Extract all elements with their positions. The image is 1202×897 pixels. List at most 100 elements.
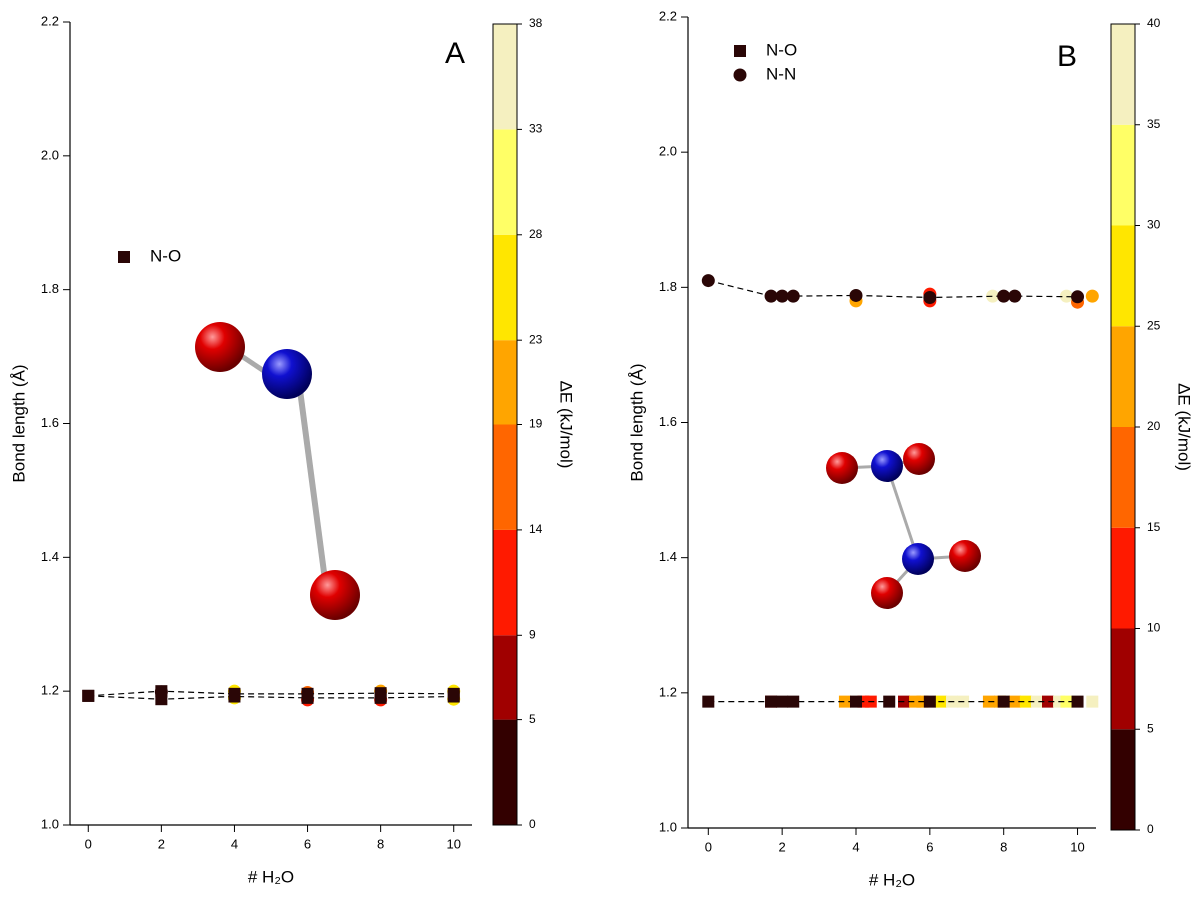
colorbar-tick-label: 0	[529, 817, 536, 831]
y-tick-label: 1.6	[41, 415, 59, 430]
marker	[765, 695, 778, 708]
legend-marker	[118, 251, 130, 263]
marker	[155, 693, 168, 706]
series-line	[708, 279, 1078, 299]
colorbar-tick-label: 30	[1147, 218, 1161, 232]
x-tick-label: 8	[1000, 839, 1007, 854]
colorbar-band	[1111, 225, 1135, 327]
y-tick-label: 1.2	[659, 684, 677, 699]
marker	[701, 274, 715, 288]
marker	[1008, 289, 1022, 303]
marker	[849, 288, 863, 302]
panel-label: A	[445, 37, 465, 70]
x-axis-title: # H₂O	[869, 870, 915, 889]
x-tick-label: 0	[705, 839, 712, 854]
colorbar-band	[1111, 729, 1135, 830]
y-tick-label: 1.4	[41, 549, 59, 564]
legend-label: N-O	[766, 40, 797, 59]
x-tick-label: 8	[377, 836, 384, 851]
marker	[923, 695, 936, 708]
colorbar-band	[493, 340, 517, 425]
marker	[775, 289, 789, 303]
colorbar-band	[493, 424, 517, 530]
panel-label: B	[1057, 40, 1077, 73]
colorbar-band	[493, 719, 517, 825]
colorbar-band	[1111, 124, 1135, 226]
marker	[1008, 695, 1021, 708]
colorbar-band	[1111, 427, 1135, 528]
colorbar-tick-label: 9	[529, 627, 536, 641]
marker	[838, 695, 851, 708]
colorbar-tick-label: 15	[1147, 520, 1161, 534]
y-tick-label: 1.6	[659, 414, 677, 429]
colorbar-tick-label: 40	[1147, 16, 1161, 30]
marker	[301, 691, 314, 704]
colorbar-band	[493, 529, 517, 636]
marker	[702, 695, 715, 708]
colorbar-title: ΔE (kJ/mol)	[1175, 383, 1194, 471]
marker	[1086, 695, 1099, 708]
x-axis-title: # H₂O	[248, 867, 294, 886]
marker	[786, 289, 800, 303]
y-tick-label: 2.2	[659, 8, 677, 23]
y-tick-label: 1.0	[659, 819, 677, 834]
colorbar-tick-label: 14	[529, 522, 543, 536]
legend-label: N-O	[150, 246, 181, 265]
colorbar-tick-label: 25	[1147, 318, 1161, 332]
colorbar-band	[1111, 326, 1135, 427]
colorbar-tick-label: 20	[1147, 419, 1161, 433]
legend-marker	[734, 45, 746, 57]
colorbar-band	[1111, 527, 1135, 629]
y-tick-label: 1.4	[659, 549, 677, 564]
marker	[764, 289, 778, 303]
marker	[997, 695, 1010, 708]
marker	[1019, 695, 1032, 708]
y-tick-label: 1.8	[659, 279, 677, 294]
y-axis-title: Bond length (Å)	[627, 363, 646, 481]
marker	[1085, 289, 1099, 303]
marker	[776, 695, 789, 708]
colorbar-tick-label: 33	[529, 122, 543, 136]
marker	[82, 689, 95, 702]
colorbar-band	[493, 635, 517, 720]
legend-marker	[733, 68, 747, 82]
marker	[1071, 290, 1085, 304]
x-tick-label: 4	[231, 836, 238, 851]
marker	[228, 690, 241, 703]
y-tick-label: 2.0	[41, 147, 59, 162]
y-tick-label: 1.0	[41, 816, 59, 831]
colorbar-band	[1111, 24, 1135, 125]
colorbar-tick-label: 5	[1147, 721, 1154, 735]
colorbar-tick-label: 10	[1147, 621, 1161, 635]
series-line	[88, 690, 454, 700]
colorbar-band	[493, 129, 517, 235]
marker	[850, 695, 862, 708]
colorbar-band	[493, 234, 517, 341]
colorbar-band	[1111, 628, 1135, 730]
y-tick-label: 1.2	[41, 683, 59, 698]
x-tick-label: 6	[926, 839, 933, 854]
colorbar-tick-label: 35	[1147, 117, 1161, 131]
marker	[374, 691, 387, 704]
colorbar-tick-label: 0	[1147, 822, 1154, 836]
colorbar-tick-label: 5	[529, 712, 536, 726]
colorbar-tick-label: 19	[529, 417, 543, 431]
y-tick-label: 1.8	[41, 281, 59, 296]
x-tick-label: 10	[446, 836, 460, 851]
marker	[1030, 695, 1043, 708]
legend-label: N-N	[766, 64, 796, 83]
molecule-a	[195, 322, 360, 620]
x-tick-label: 10	[1070, 839, 1084, 854]
y-axis-title: Bond length (Å)	[9, 364, 28, 482]
molecule-b	[826, 443, 981, 609]
x-tick-label: 0	[85, 836, 92, 851]
colorbar-tick-label: 23	[529, 332, 543, 346]
colorbar-band	[493, 24, 517, 130]
x-tick-label: 2	[158, 836, 165, 851]
marker	[447, 690, 460, 703]
x-tick-label: 2	[779, 839, 786, 854]
y-tick-label: 2.0	[659, 144, 677, 159]
x-tick-label: 6	[304, 836, 311, 851]
colorbar-title: ΔE (kJ/mol)	[557, 381, 576, 469]
